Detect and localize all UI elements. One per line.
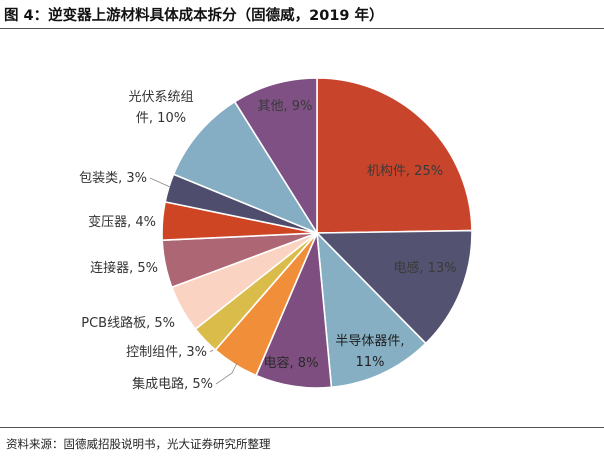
pie-slices [161, 77, 473, 389]
leader-line-10 [149, 177, 171, 188]
leader-lines [149, 177, 238, 385]
leader-line-5 [215, 362, 238, 385]
slice-label-7: PCB线路板, 5% [81, 315, 175, 331]
chart-title: 图 4：逆变器上游材料具体成本拆分（固德威，2019 年） [4, 8, 384, 24]
slice-label-12: 其他, 9% [258, 99, 313, 114]
slice-label-10: 包装类, 3% [79, 171, 147, 186]
slice-label-8: 连接器, 5% [90, 260, 158, 276]
pie-chart: 机构件, 25% 电感, 13% 半导体器件, 11% 电容, 8% 集成电路, 5% 控制… [79, 77, 473, 392]
source-note: 资料来源：固德威招股说明书，光大证券研究所整理 [6, 437, 271, 451]
title-divider [0, 28, 604, 29]
pie-slice-2 [316, 229, 473, 345]
slice-label-5: 集成电路, 5% [132, 376, 213, 392]
slice-label-4: 电容, 8% [264, 355, 319, 371]
slice-labels: 机构件, 25% 电感, 13% 半导体器件, 11% 电容, 8% 集成电路, 5% 控制… [79, 90, 456, 392]
slice-label-1: 机构件, 25% [367, 164, 443, 179]
slice-label-9: 变压器, 4% [88, 214, 156, 230]
pie-slice-3 [316, 232, 427, 389]
slice-label-3: 半导体器件, 11% [335, 334, 404, 370]
slice-label-6: 控制组件, 3% [126, 345, 207, 360]
slice-label-11: 光伏系统组件, 10% [128, 90, 193, 126]
slice-label-2: 电感, 13% [393, 260, 456, 276]
source-divider [0, 427, 604, 428]
leader-line-6 [209, 349, 214, 353]
pie-slice-11 [172, 100, 318, 234]
pie-slice-1 [316, 77, 473, 234]
pie-slice-12 [233, 77, 318, 234]
